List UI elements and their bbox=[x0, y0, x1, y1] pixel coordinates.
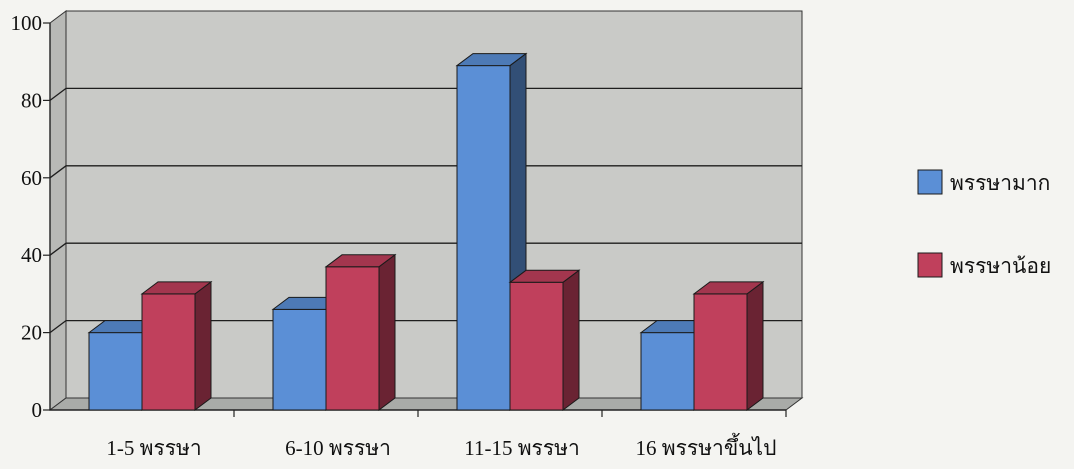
x-tick-label: 16 พรรษาขึ้นไป bbox=[636, 433, 777, 460]
y-tick-label: 60 bbox=[21, 166, 42, 190]
bar-front bbox=[88, 332, 143, 411]
tick-labels: 0 20 40 60 80 100 1-5 พรรษา 6-10 พรรษา 11-15 พรร… bbox=[11, 11, 777, 460]
gridline bbox=[49, 165, 802, 179]
bar-side bbox=[378, 253, 396, 411]
y-tick-label: 0 bbox=[32, 398, 43, 422]
legend-swatch bbox=[917, 252, 943, 278]
gridlines bbox=[49, 87, 802, 334]
bar bbox=[692, 280, 765, 411]
bars bbox=[87, 52, 765, 411]
y-tick-label: 20 bbox=[21, 321, 42, 345]
gridline bbox=[49, 242, 802, 256]
bar-top bbox=[692, 281, 765, 295]
side-wall bbox=[49, 10, 67, 411]
bar-top bbox=[508, 269, 581, 283]
x-tick-label: 11-15 พรรษา bbox=[464, 436, 580, 460]
bar-front bbox=[272, 308, 327, 411]
bar-side bbox=[194, 280, 212, 411]
legend-item: พรรษามาก bbox=[917, 169, 1050, 195]
x-tick-label: 6-10 พรรษา bbox=[285, 436, 391, 460]
gridline bbox=[49, 87, 802, 101]
y-tick-label: 100 bbox=[11, 11, 43, 35]
bar-side bbox=[562, 269, 580, 411]
legend-label: พรรษามาก bbox=[950, 171, 1050, 195]
legend-label: พรรษาน้อย bbox=[950, 254, 1051, 278]
bar bbox=[324, 253, 397, 411]
bar-front bbox=[325, 266, 380, 411]
bar-front bbox=[141, 293, 196, 411]
bar-front bbox=[640, 332, 695, 411]
x-tick-label: 1-5 พรรษา bbox=[106, 436, 201, 460]
bar-front bbox=[456, 65, 511, 411]
legend-swatch bbox=[917, 169, 943, 195]
bar-side bbox=[746, 280, 764, 411]
y-tick-label: 80 bbox=[21, 88, 42, 112]
bar-top bbox=[455, 53, 528, 67]
bar-top bbox=[324, 254, 397, 268]
legend-item: พรรษาน้อย bbox=[917, 252, 1051, 278]
bar bbox=[508, 269, 581, 411]
bar-top bbox=[140, 281, 213, 295]
bar-front bbox=[693, 293, 748, 411]
bar-front bbox=[509, 281, 564, 411]
bar bbox=[140, 280, 213, 411]
y-tick-label: 40 bbox=[21, 243, 42, 267]
